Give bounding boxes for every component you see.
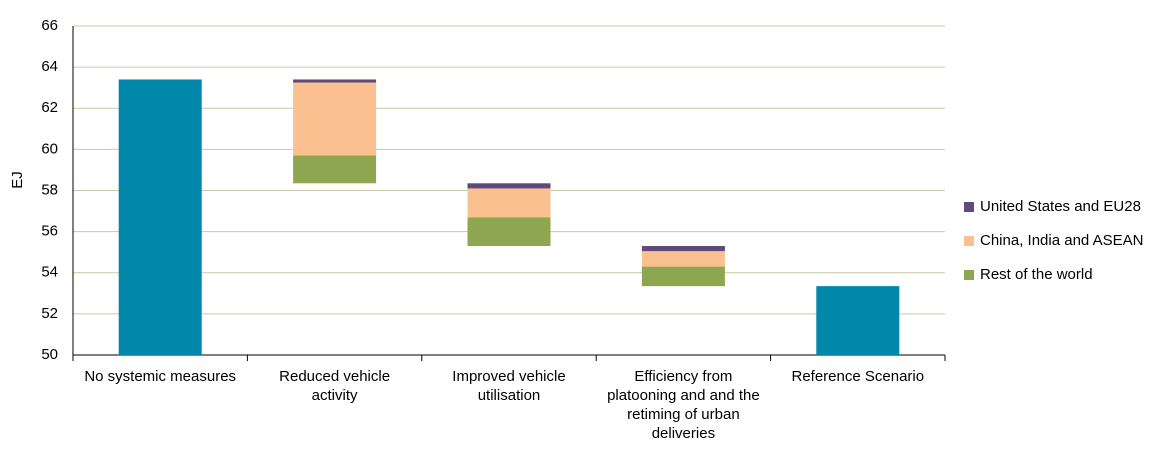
bar-segment	[467, 183, 551, 189]
y-tick-label: 64	[41, 58, 58, 75]
y-tick-label: 66	[41, 17, 58, 34]
legend-swatch	[964, 236, 974, 246]
y-tick-label: 54	[41, 264, 58, 281]
bar-segment	[467, 217, 551, 247]
total-bar	[118, 79, 202, 356]
y-tick-label: 50	[41, 346, 58, 363]
bar-segment	[293, 79, 377, 83]
legend-label: Rest of the world	[980, 266, 1093, 283]
y-tick-label: 52	[41, 305, 58, 322]
total-bar	[816, 286, 900, 355]
y-tick-label: 60	[41, 140, 58, 157]
x-tick-label: Reduced vehicle activity	[279, 368, 391, 404]
y-tick-label: 58	[41, 181, 58, 198]
bar-segment	[293, 82, 377, 156]
legend-label: United States and EU28	[980, 198, 1141, 215]
bar-segment	[641, 266, 725, 287]
y-tick-label: 56	[41, 223, 58, 240]
y-axis-label: EJ	[9, 171, 26, 189]
bar-segment	[641, 251, 725, 267]
bar-segment	[467, 188, 551, 218]
x-tick-label: Reference Scenario	[791, 368, 925, 385]
x-tick-label: Efficiency from platooning and and the r…	[607, 368, 760, 442]
x-tick-label: Improved vehicle utilisation	[452, 368, 566, 404]
y-tick-label: 62	[41, 99, 58, 116]
bar-segment	[641, 246, 725, 252]
legend-label: China, India and ASEAN	[980, 232, 1143, 249]
x-tick-label: No systemic measures	[84, 368, 237, 385]
legend-swatch	[964, 270, 974, 280]
bar-segment	[293, 155, 377, 184]
legend-swatch	[964, 202, 974, 212]
